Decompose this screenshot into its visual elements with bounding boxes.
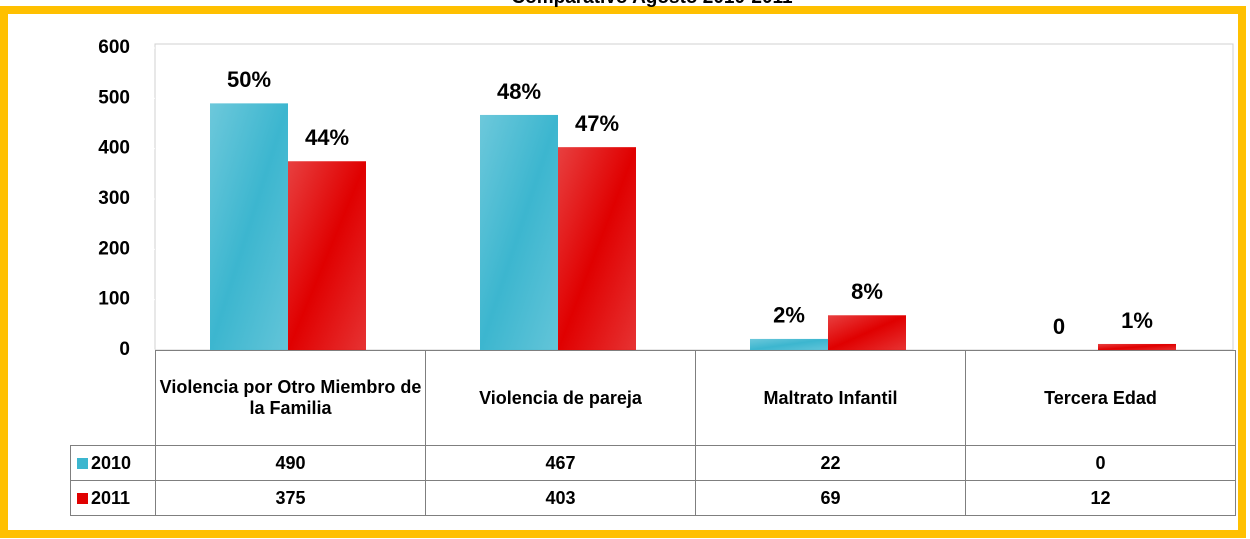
y-tick-label: 200 [98,238,130,259]
y-tick-label: 600 [98,37,130,58]
table-value-text: 403 [545,487,576,508]
table-value-text: 69 [820,487,841,508]
bar [1098,343,1176,350]
y-tick-label: 500 [98,87,130,108]
y-tick-label: 100 [98,289,130,310]
data-label: 1% [1121,308,1153,333]
data-label: 47% [575,111,619,136]
table-value: 12 [965,480,1236,516]
data-label: 2% [773,303,805,328]
y-tick-label: 300 [98,188,130,209]
legend-label: 2010 [91,452,132,473]
legend-key [77,492,88,504]
bar [480,114,558,351]
table-value: 403 [425,480,696,516]
table-value-text: 12 [1090,487,1111,508]
table-value: 22 [695,445,966,481]
category-label: Maltrato Infantil [695,350,966,446]
category-label-text: Tercera Edad [1044,387,1157,408]
data-label: 8% [851,279,883,304]
y-tick-label: 0 [119,339,130,360]
table-value-text: 490 [275,452,306,473]
data-label: 50% [227,67,271,92]
table-value: 0 [965,445,1236,481]
table-value: 467 [425,445,696,481]
table-value: 69 [695,480,966,516]
table-value-text: 375 [275,487,306,508]
category-label-text: Violencia por Otro Miembro de la Familia [159,377,422,418]
category-label: Violencia por Otro Miembro de la Familia [155,350,426,446]
category-label: Violencia de pareja [425,350,696,446]
legend-entry: 2011 [70,480,156,516]
y-tick-label: 400 [98,138,130,159]
category-label-text: Maltrato Infantil [763,387,898,408]
category-label: Tercera Edad [965,350,1236,446]
legend-label: 2011 [91,487,131,508]
category-label-text: Violencia de pareja [479,387,642,408]
table-value-text: 0 [1095,452,1106,473]
chart-title: Comparativo Agosto 2010-2011 [511,0,793,8]
legend-key [77,457,88,469]
table-value-text: 22 [820,452,841,473]
data-label: 0 [1053,314,1065,339]
data-label: 48% [497,79,541,104]
bar [558,147,636,350]
legend-entry: 2010 [70,445,156,481]
table-value: 490 [155,445,426,481]
table-value-text: 467 [545,452,576,473]
bar [288,161,366,350]
bar [210,103,288,350]
data-label: 44% [305,125,349,150]
table-value: 375 [155,480,426,516]
bar [750,338,828,350]
bar [828,315,906,350]
